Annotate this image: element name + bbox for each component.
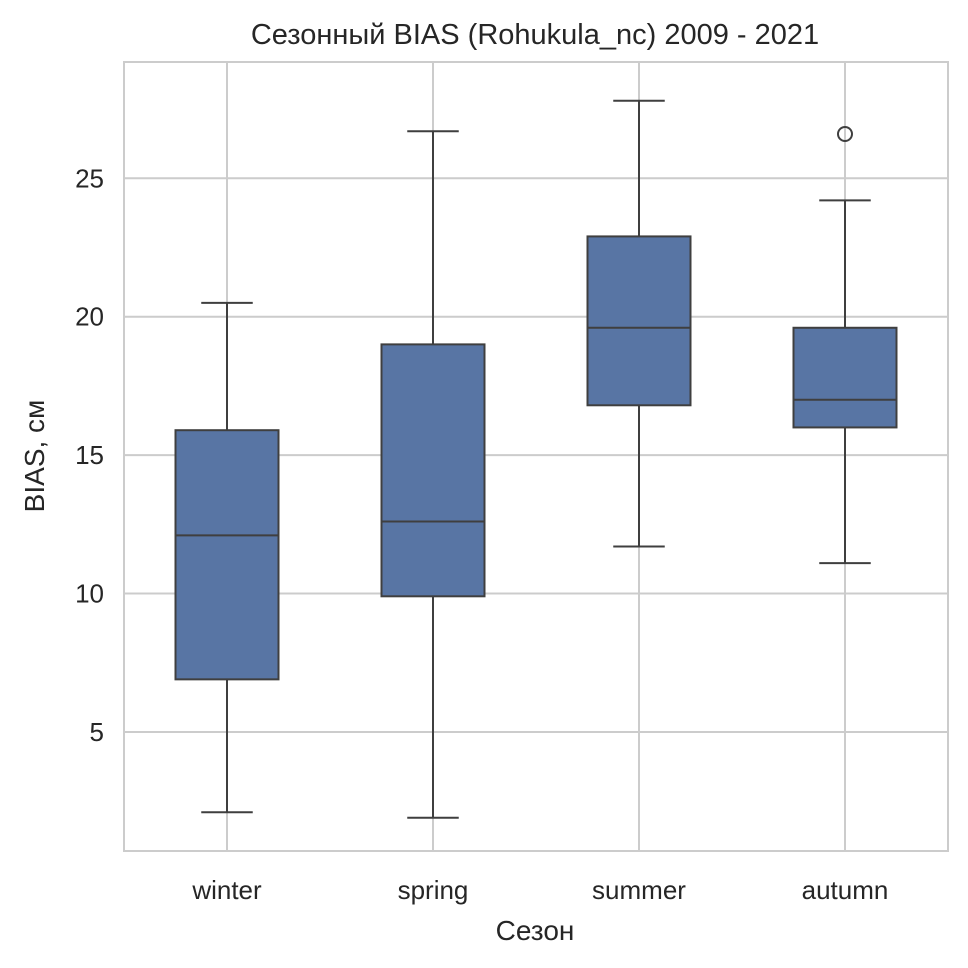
y-axis-ticks: 5 10 15 20 25 [75,163,104,747]
iqr-box [792,326,898,429]
box-series [174,99,898,819]
y-tick-label: 15 [75,440,104,470]
y-tick-label: 10 [75,579,104,609]
x-tick-label: summer [592,875,686,905]
plot-frame [123,61,949,852]
outlier-point [837,125,853,142]
y-axis-label: BIAS, см [19,400,50,513]
y-tick-label: 20 [75,302,104,332]
iqr-box [380,343,486,598]
chart-title: Сезонный BIAS (Rohukula_nc) 2009 - 2021 [251,19,819,51]
box-autumn [792,125,898,565]
x-tick-label: autumn [802,875,889,905]
box-summer [586,99,692,548]
x-axis-label: Сезон [496,915,575,946]
x-axis-ticks: winter spring summer autumn [191,875,888,905]
iqr-box [174,429,280,681]
x-tick-label: spring [398,875,469,905]
y-tick-label: 5 [90,717,104,747]
x-tick-label: winter [191,875,262,905]
iqr-box [586,235,692,407]
box-spring [380,130,486,819]
y-tick-label: 25 [75,163,104,193]
box-winter [174,301,280,814]
